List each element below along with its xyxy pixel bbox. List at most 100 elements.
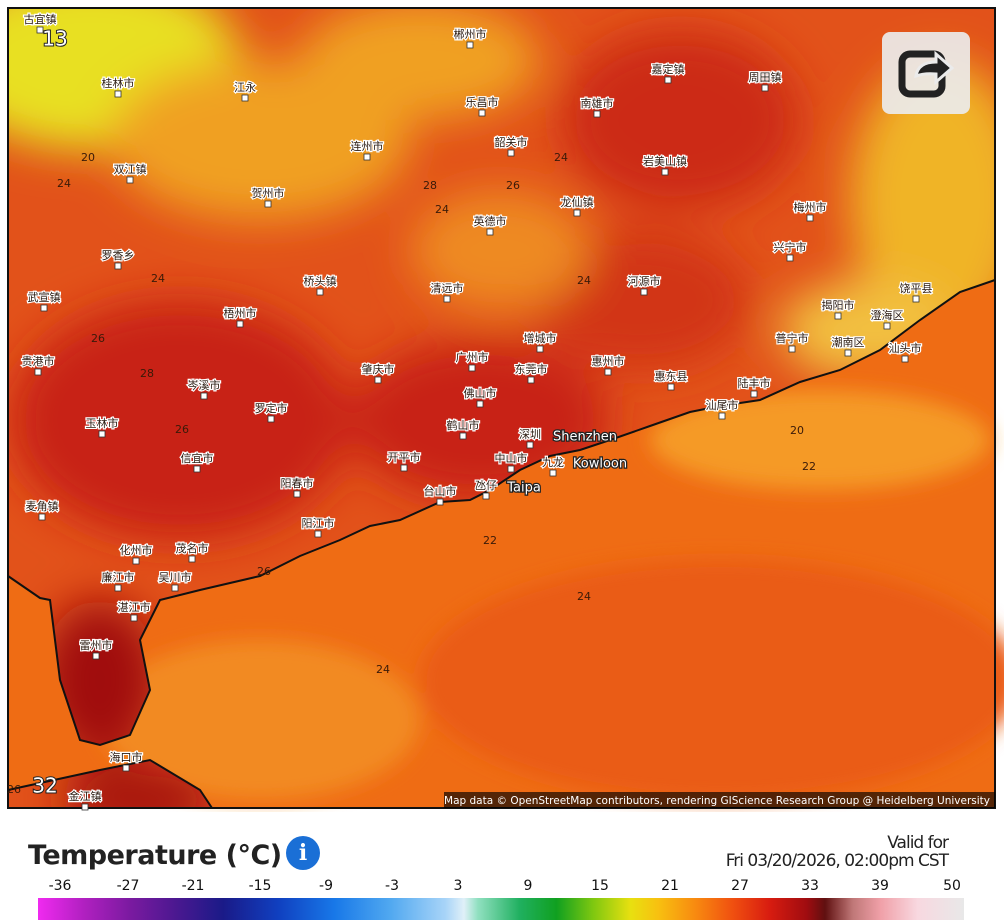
city-label: 江永 (234, 80, 256, 94)
city-label: 兴宁市 (774, 240, 807, 254)
city-label: 吴川市 (159, 570, 192, 584)
city-marker (459, 432, 467, 440)
valid-date: Fri 03/20/2026, 02:00pm CST (725, 851, 949, 871)
city-marker (171, 584, 179, 592)
city-label: 海口市 (110, 750, 143, 764)
city-label: 增城市 (524, 331, 557, 345)
city-marker (316, 288, 324, 296)
city-marker (400, 464, 408, 472)
city-marker (788, 345, 796, 353)
city-label: 英德市 (474, 214, 507, 228)
city-marker (98, 430, 106, 438)
share-button[interactable] (882, 32, 970, 114)
city-marker (806, 214, 814, 222)
city-label: Shenzhen (553, 430, 617, 445)
city-label: 潮南区 (832, 335, 865, 349)
contour-label: 26 (506, 179, 520, 192)
contour-label: 22 (483, 534, 497, 547)
city-marker (536, 345, 544, 353)
city-marker (718, 412, 726, 420)
city-label: 广州市 (456, 350, 489, 364)
city-label: 东莞市 (515, 362, 548, 376)
contour-label: 26 (91, 332, 105, 345)
city-label: 汕尾市 (706, 398, 739, 412)
city-label: 佛山市 (464, 386, 497, 400)
city-marker (34, 368, 42, 376)
color-scale (38, 898, 964, 920)
city-marker (750, 390, 758, 398)
legend-tick: 3 (453, 878, 463, 894)
city-marker (236, 320, 244, 328)
city-label: 化州市 (120, 543, 153, 557)
legend-tick: -3 (385, 878, 399, 894)
contour-label: 13 (42, 27, 67, 51)
city-label: 阳江市 (302, 516, 335, 530)
city-marker (188, 555, 196, 563)
contour-label: 32 (32, 774, 57, 798)
city-label: 岩美山镇 (643, 154, 687, 168)
attribution: Map data © OpenStreetMap contributors, r… (444, 795, 990, 807)
city-marker (661, 168, 669, 176)
sea-shading (100, 390, 1004, 800)
city-marker (132, 557, 140, 565)
legend: Temperature (°C) i Valid for Fri 03/20/2… (0, 820, 1004, 920)
legend-tick: 33 (801, 878, 819, 894)
city-label: 梧州市 (224, 306, 257, 320)
city-marker (593, 110, 601, 118)
city-label: 双江镇 (114, 162, 147, 176)
city-marker (507, 149, 515, 157)
city-label: 开平市 (388, 450, 421, 464)
city-marker (38, 513, 46, 521)
city-label: 龙仙镇 (561, 195, 594, 209)
contour-label: 24 (376, 663, 390, 676)
city-label: 桥头镇 (304, 274, 337, 288)
city-marker (114, 584, 122, 592)
city-marker (241, 94, 249, 102)
city-label: 肇庆市 (362, 362, 395, 376)
city-label: 罗定市 (255, 401, 288, 415)
legend-tick: 50 (943, 878, 961, 894)
city-label: 廉江市 (102, 570, 135, 584)
contour-label: 26 (175, 423, 189, 436)
city-marker (507, 465, 515, 473)
legend-tick: -27 (116, 878, 140, 894)
city-label: 澄海区 (871, 308, 904, 322)
city-marker (114, 90, 122, 98)
city-label: 揭阳市 (822, 298, 855, 312)
city-marker (912, 295, 920, 303)
legend-tick: 27 (731, 878, 749, 894)
city-label: 雷州市 (80, 638, 113, 652)
city-marker (640, 288, 648, 296)
city-marker (81, 803, 89, 811)
city-label: 茂名市 (176, 541, 209, 555)
contour-label: 22 (802, 460, 816, 473)
city-marker (374, 376, 382, 384)
city-label: 深圳 (519, 428, 541, 441)
legend-title: Temperature (°C) (28, 840, 282, 871)
city-marker (468, 364, 476, 372)
city-label: 古宜镇 (24, 12, 57, 26)
city-label: 惠州市 (592, 354, 625, 368)
city-marker (193, 465, 201, 473)
city-marker (264, 200, 272, 208)
city-label: 桂林市 (102, 76, 135, 90)
legend-tick: 15 (591, 878, 609, 894)
city-marker (604, 368, 612, 376)
city-label: 阳春市 (281, 476, 314, 490)
city-marker (130, 614, 138, 622)
city-label: 氹仔 (475, 479, 497, 492)
city-label: 连州市 (351, 139, 384, 153)
city-marker (436, 498, 444, 506)
city-label: 中山市 (495, 451, 528, 465)
contour-label: 24 (151, 272, 165, 285)
city-label: 玉林市 (86, 416, 119, 430)
contour-label: 20 (81, 151, 95, 164)
city-marker (664, 76, 672, 84)
info-button[interactable]: i (286, 836, 320, 870)
city-marker (466, 41, 474, 49)
city-label: Taipa (506, 481, 541, 496)
city-marker (114, 262, 122, 270)
city-marker (200, 392, 208, 400)
city-marker (126, 176, 134, 184)
